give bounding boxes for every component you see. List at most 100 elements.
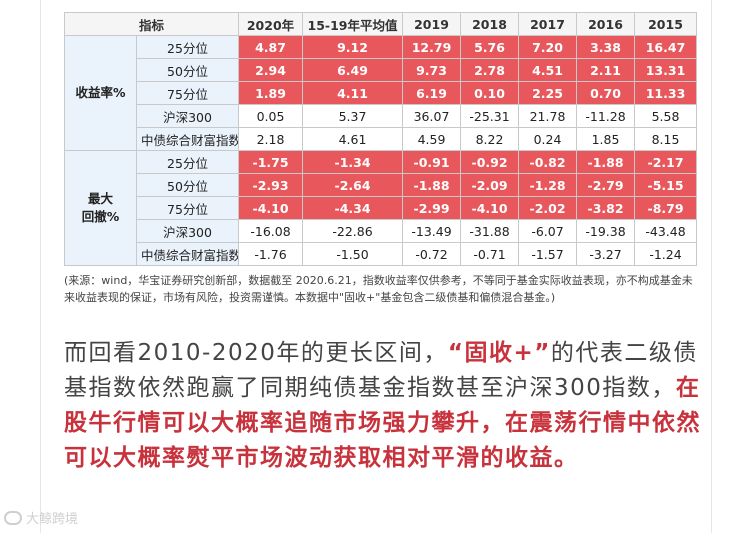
row-label: 75分位 — [135, 196, 240, 220]
group-label: 收益率% — [64, 35, 137, 151]
source-note: (来源：wind，华宝证券研究创新部，数据截至 2020.6.21，指数收益率仅… — [64, 274, 693, 304]
body-text-highlight: “固收+” — [447, 340, 551, 366]
table-cell: 16.47 — [634, 35, 698, 59]
body-paragraph: 而回看2010-2020年的更长区间，“固收+”的代表二级债基指数依然跑赢了同期… — [64, 336, 704, 476]
table-cell: -4.10 — [238, 196, 304, 220]
table-cell: 8.15 — [634, 127, 698, 151]
table-cell: -1.76 — [238, 242, 304, 266]
table-cell: 4.61 — [302, 127, 404, 151]
row-label: 中债综合财富指数 — [135, 242, 240, 266]
table-row: 收益率% 25分位 4.87 9.12 12.79 5.76 7.20 3.38 16.47 — [64, 35, 698, 151]
table-cell: -1.34 — [302, 150, 404, 174]
header-cell: 2020年 — [238, 12, 304, 36]
table-cell: -5.15 — [634, 173, 698, 197]
table-cell: 4.11 — [302, 81, 404, 105]
table-cell: 21.78 — [518, 104, 578, 128]
group-label: 最大回撤% — [64, 150, 137, 266]
table-cell: -1.88 — [402, 173, 462, 197]
header-cell: 2017 — [518, 12, 578, 36]
table-cell: -25.31 — [460, 104, 520, 128]
table-cell: 13.31 — [634, 58, 698, 82]
body-text-highlight: 在股牛行情可以大概率追随市场强力攀升，在震荡行情中依然可以大概率熨平市场波动获取… — [64, 375, 701, 471]
table-cell: -2.09 — [460, 173, 520, 197]
group-label-line: 回撤% — [81, 209, 120, 224]
group-label-line: 收益率% — [75, 85, 126, 100]
table-row: 沪深300 0.05 5.37 36.07 -25.31 21.78 -11.28 5.58 — [65, 104, 698, 128]
table-cell: 2.78 — [460, 58, 520, 82]
table-row: 50分位 2.94 6.49 9.73 2.78 4.51 2.11 13.31 — [65, 58, 698, 82]
watermark-logo-icon — [4, 510, 22, 525]
table-row: 50分位 -2.93 -2.64 -1.88 -2.09 -1.28 -2.79 -5.15 — [65, 173, 698, 197]
table-cell: -0.72 — [402, 242, 462, 266]
table-cell: 0.10 — [460, 81, 520, 105]
table-cell: -1.88 — [576, 150, 636, 174]
table-cell: -0.92 — [460, 150, 520, 174]
header-cell: 2016 — [576, 12, 636, 36]
table-row: 中债综合财富指数 2.18 4.61 4.59 8.22 0.24 1.85 8.15 — [65, 127, 698, 151]
table-cell: -31.88 — [460, 219, 520, 243]
table-cell: -19.38 — [576, 219, 636, 243]
table-cell: 7.20 — [518, 35, 578, 59]
row-label: 75分位 — [135, 81, 240, 105]
table-cell: 6.49 — [302, 58, 404, 82]
table-row: 75分位 1.89 4.11 6.19 0.10 2.25 0.70 11.33 — [65, 81, 698, 105]
table-cell: 11.33 — [634, 81, 698, 105]
table-cell: 1.89 — [238, 81, 304, 105]
watermark-text: 大鲸跨境 — [26, 512, 79, 527]
table-cell: 5.37 — [302, 104, 404, 128]
table-body: 收益率% 25分位 4.87 9.12 12.79 5.76 7.20 3.38 16.47 50… — [64, 35, 698, 266]
table-cell: 9.12 — [302, 35, 404, 59]
table-header-row: 指标 2020年 15-19年平均值 2019 2018 2017 2016 2… — [63, 12, 698, 36]
table-cell: -0.71 — [460, 242, 520, 266]
table-cell: 2.25 — [518, 81, 578, 105]
table-cell: 0.05 — [238, 104, 304, 128]
row-label: 25分位 — [135, 35, 240, 59]
group-label-line: 最大 — [87, 191, 113, 206]
table-row: 75分位 -4.10 -4.34 -2.99 -4.10 -2.02 -3.82 -8.79 — [65, 196, 698, 220]
table-cell: -2.64 — [302, 173, 404, 197]
table-cell: -0.91 — [402, 150, 462, 174]
table-cell: -3.27 — [576, 242, 636, 266]
table-cell: 36.07 — [402, 104, 462, 128]
table-cell: 2.94 — [238, 58, 304, 82]
table-cell: 0.70 — [576, 81, 636, 105]
row-label: 沪深300 — [135, 219, 240, 243]
table-cell: -11.28 — [576, 104, 636, 128]
table-cell: -2.02 — [518, 196, 578, 220]
table-cell: -2.93 — [238, 173, 304, 197]
table-cell: 6.19 — [402, 81, 462, 105]
table-cell: 12.79 — [402, 35, 462, 59]
table-cell: 8.22 — [460, 127, 520, 151]
row-label: 沪深300 — [135, 104, 240, 128]
row-label: 中债综合财富指数 — [135, 127, 240, 151]
table-cell: 4.59 — [402, 127, 462, 151]
table-cell: -1.75 — [238, 150, 304, 174]
header-cell: 2018 — [460, 12, 520, 36]
table-cell: -0.82 — [518, 150, 578, 174]
table-cell: -1.57 — [518, 242, 578, 266]
table-cell: -2.99 — [402, 196, 462, 220]
table-cell: 9.73 — [402, 58, 462, 82]
body-text-plain: 而回看2010-2020年的更长区间， — [64, 340, 448, 366]
table-cell: 2.18 — [238, 127, 304, 151]
table-cell: 1.85 — [576, 127, 636, 151]
body-text-plain: 的代表二级债基指数依然跑赢了同期纯债基金指数甚至沪深300指数， — [64, 340, 698, 401]
header-cell: 15-19年平均值 — [302, 12, 404, 36]
watermark: 大鲸跨境 — [4, 508, 78, 527]
metrics-table: 指标 2020年 15-19年平均值 2019 2018 2017 2016 2… — [63, 12, 698, 266]
row-label: 50分位 — [135, 173, 240, 197]
table-cell: -1.28 — [518, 173, 578, 197]
table-row: 中债综合财富指数 -1.76 -1.50 -0.72 -0.71 -1.57 -3.27 -1… — [65, 242, 698, 266]
table-cell: -2.17 — [634, 150, 698, 174]
table-cell: -4.10 — [460, 196, 520, 220]
table-cell: 4.51 — [518, 58, 578, 82]
header-cell: 2019 — [402, 12, 462, 36]
table-cell: 5.76 — [460, 35, 520, 59]
table-cell: -2.79 — [576, 173, 636, 197]
table-row: 沪深300 -16.08 -22.86 -13.49 -31.88 -6.07 -19.38… — [65, 219, 698, 243]
table-cell: 3.38 — [576, 35, 636, 59]
table-cell: -1.24 — [634, 242, 698, 266]
table-cell: -22.86 — [302, 219, 404, 243]
table-cell: -13.49 — [402, 219, 462, 243]
table-cell: -3.82 — [576, 196, 636, 220]
